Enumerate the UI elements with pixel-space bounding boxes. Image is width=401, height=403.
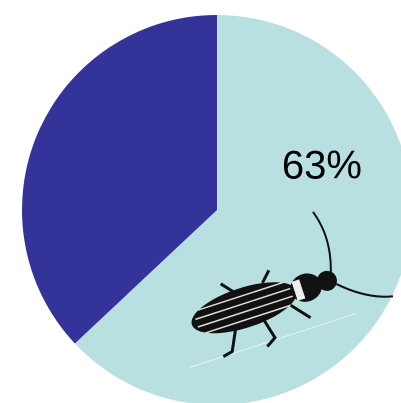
value-label: 63% xyxy=(282,143,362,187)
beetle-illustration xyxy=(189,211,394,368)
labels: 63% xyxy=(282,143,362,187)
pie-slice xyxy=(21,15,217,344)
pie-slice xyxy=(74,15,401,403)
pie xyxy=(21,15,401,403)
